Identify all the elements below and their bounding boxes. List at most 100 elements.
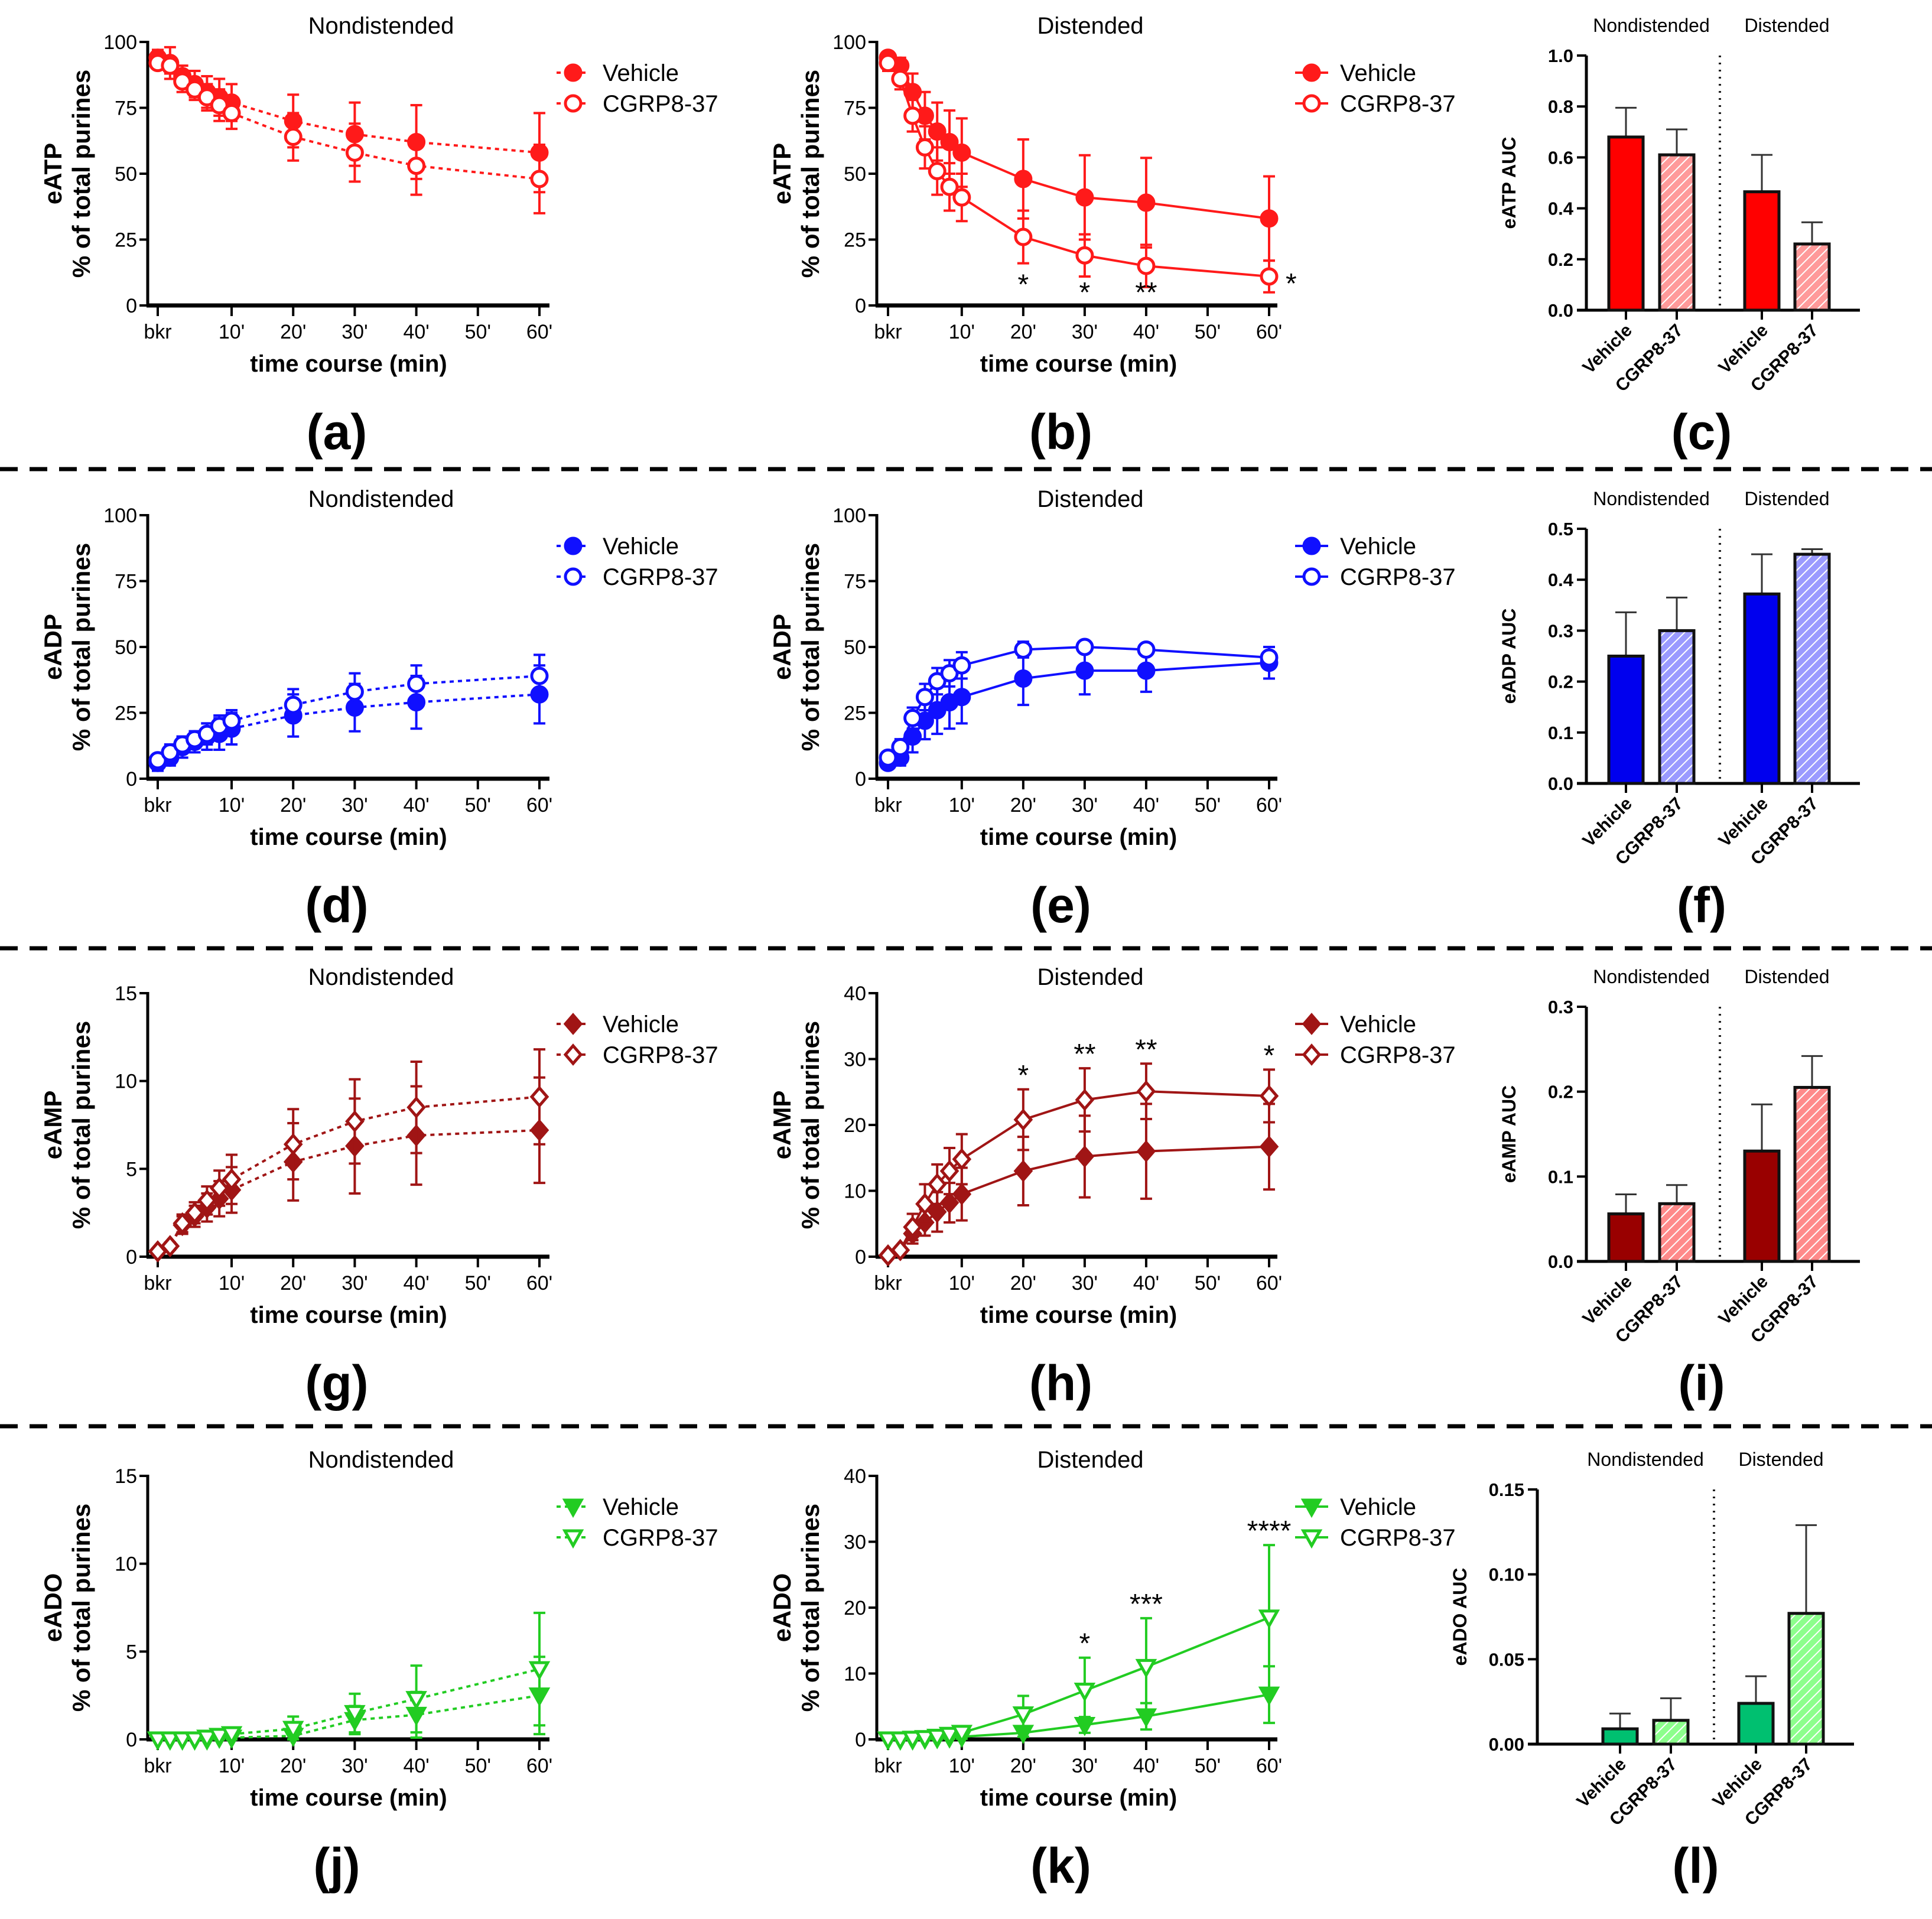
y-tick-label: 100 [832,505,866,527]
y-axis-label-secondary: % of total purines [67,1021,95,1229]
y-tick-label: 10 [115,1071,137,1093]
legend-label: CGRP8-37 [603,564,718,590]
legend-item: CGRP8-37 [557,1042,718,1068]
panel-title: Distended [1037,1447,1143,1473]
legend-marker [564,536,583,555]
y-tick-label: 0 [855,768,866,791]
y-axis-label-secondary: % of total purines [796,1021,824,1229]
data-point [1014,227,1033,246]
series-cgrp8-37 [148,1048,549,1263]
x-tick-label: bkr [874,794,902,817]
x-tick-label: bkr [144,1755,171,1777]
x-axis-label: time course (min) [250,824,447,850]
x-axis-label: time course (min) [980,1302,1177,1328]
data-point [1137,256,1156,275]
data-point [879,748,897,767]
x-tick-label: 10' [949,321,975,343]
legend-item: Vehicle [1295,534,1416,560]
x-tick-label: 10' [949,794,975,817]
series-cgrp8-37 [879,54,1279,294]
significance-marker: * [1264,1040,1275,1071]
legend-marker [1302,1043,1322,1066]
data-point [186,80,204,99]
x-tick-label: 30' [341,794,367,817]
x-tick-label: 30' [1072,1755,1098,1777]
data-point [147,1731,169,1751]
data-point [530,170,549,188]
data-point [1012,1706,1035,1726]
x-tick-label: 40' [403,1272,429,1294]
data-point [171,1731,193,1751]
panel-label: (c) [1671,404,1732,460]
y-tick-label: 0 [126,1729,137,1751]
series-vehicle [879,48,1279,262]
series-cgrp8-37 [878,1062,1279,1267]
y-axis-label-secondary: % of total purines [796,70,824,278]
data-point [284,128,303,147]
data-point [1137,661,1156,680]
legend-marker [564,567,583,586]
x-tick-label: 50' [465,1272,491,1294]
x-tick-label: 50' [465,1755,491,1777]
panel-label: (k) [1030,1838,1091,1894]
x-tick-label: 40' [403,794,429,817]
y-tick-label: 30 [844,1049,866,1071]
y-tick-label: 20 [844,1114,866,1137]
x-tick-label: 50' [465,321,491,343]
group-title: Distended [1738,1449,1823,1470]
panel-label: (a) [307,404,367,460]
legend-item: CGRP8-37 [557,1525,718,1551]
legend-item: Vehicle [1295,60,1416,86]
legend-item: Vehicle [557,60,679,86]
data-point [1013,1160,1033,1182]
y-tick-label: 0.2 [1548,249,1573,270]
data-point [196,1729,218,1749]
series-cgrp8-37 [148,653,549,770]
data-point [220,1726,243,1746]
x-tick-label: 20' [1010,1755,1036,1777]
y-axis-label: eADO [768,1573,796,1642]
data-point [927,1201,947,1223]
y-axis-label: eADP [768,614,796,680]
x-tick-label: 30' [1072,321,1098,343]
data-point [282,1720,304,1741]
legend-item: Vehicle [1295,1011,1416,1037]
x-tick-label: 40' [1133,794,1159,817]
data-point [222,103,241,122]
panel-title: Distended [1037,13,1143,39]
data-point [1259,1135,1279,1158]
data-point [902,1731,923,1751]
data-point [208,1728,230,1748]
x-tick-label: 10' [219,794,245,817]
panel-label: (f) [1677,877,1726,933]
panel-title: Nondistended [308,1447,454,1473]
x-tick-label: 40' [1133,1755,1159,1777]
panel-title: Nondistended [308,13,454,39]
x-tick-label: 50' [1195,321,1221,343]
data-point [891,69,910,88]
y-tick-label: 50 [844,636,866,659]
legend-marker [1302,94,1321,113]
y-tick-label: 50 [115,163,137,186]
legend-marker [1302,567,1321,586]
group-title: Nondistended [1593,15,1709,36]
x-tick-label: 60' [1256,794,1282,817]
legend-item: CGRP8-37 [1295,1042,1456,1068]
y-tick-label: 15 [115,983,137,1005]
line-panel-j: 0 5 10 15 bkr 10' 20' 30' 40' 50' 60' Nondistended t… [39,1447,718,1894]
legend-label: Vehicle [1340,1011,1416,1037]
data-point [407,157,426,175]
significance-marker: ** [1135,1034,1157,1065]
x-tick-label: 60' [526,1272,552,1294]
data-point [1137,193,1156,212]
legend-label: Vehicle [1340,60,1416,86]
bar-panel-i: 0.0 0.1 0.2 0.3 Nondistended Distended eAMP AU… [1498,966,1860,1411]
x-tick-label: bkr [144,1272,171,1294]
panel-label: (j) [313,1838,360,1894]
y-axis-label-secondary: % of total purines [67,1504,95,1712]
x-tick-label: 20' [280,1272,306,1294]
data-point [160,1235,180,1257]
series-cgrp8-37 [877,1544,1280,1751]
